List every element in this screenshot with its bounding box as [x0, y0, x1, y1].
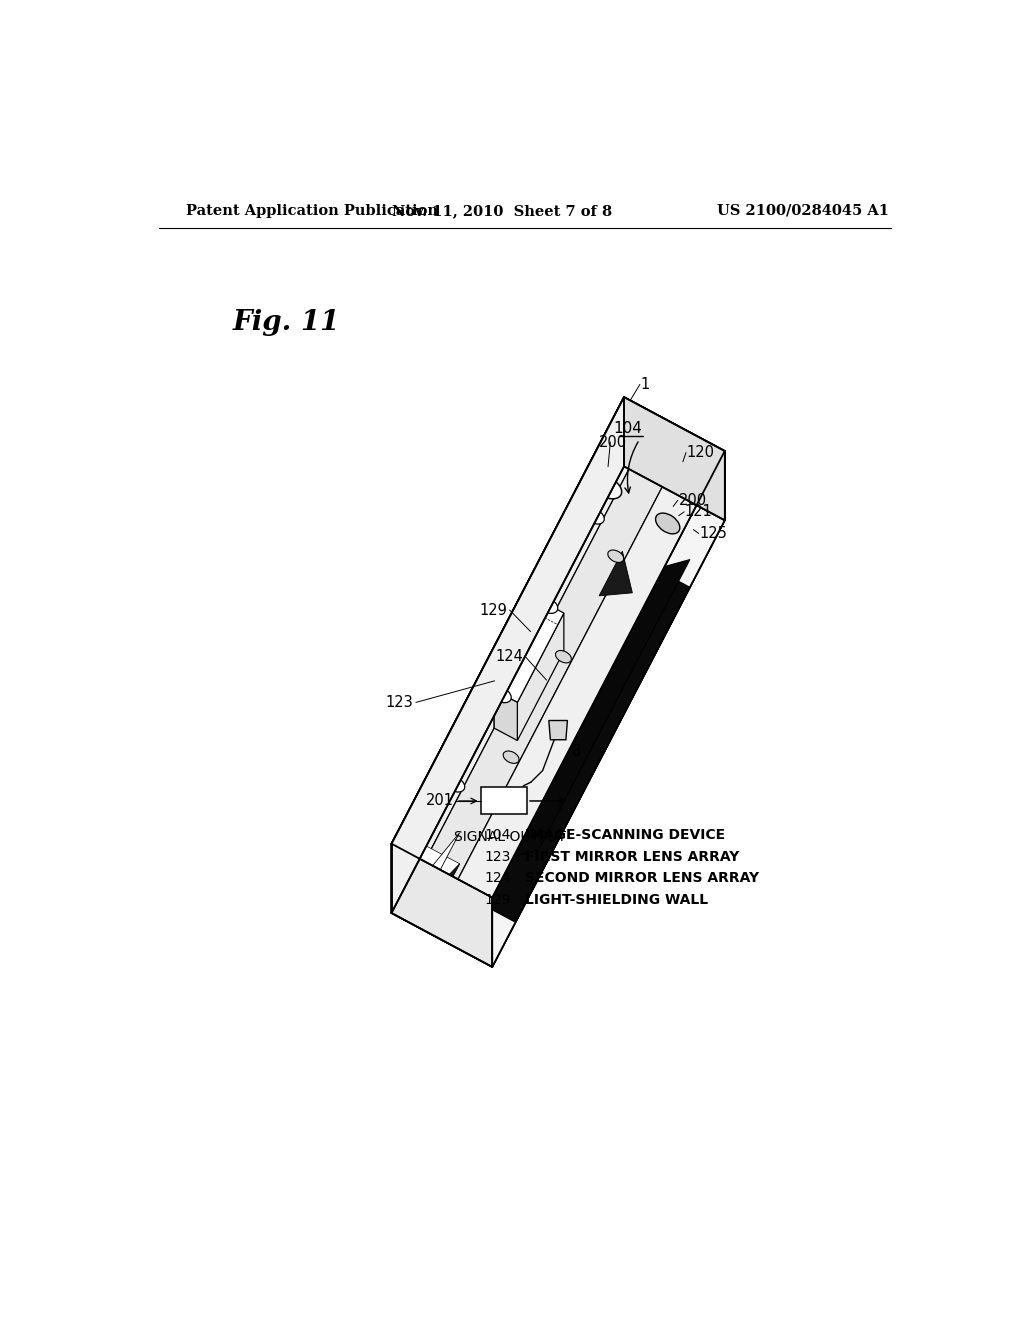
Polygon shape — [425, 618, 621, 949]
Polygon shape — [425, 833, 460, 900]
Text: 121: 121 — [685, 504, 713, 519]
Text: Patent Application Publication: Patent Application Publication — [186, 203, 438, 218]
Ellipse shape — [503, 751, 519, 763]
Text: US 2100/0284045 A1: US 2100/0284045 A1 — [717, 203, 889, 218]
Text: 124: 124 — [484, 871, 511, 886]
Polygon shape — [391, 832, 420, 886]
Ellipse shape — [584, 508, 604, 524]
Text: LIGHT-SHIELDING WALL: LIGHT-SHIELDING WALL — [524, 892, 708, 907]
Text: Nov. 11, 2010  Sheet 7 of 8: Nov. 11, 2010 Sheet 7 of 8 — [391, 203, 611, 218]
Polygon shape — [480, 788, 527, 814]
Text: 200: 200 — [599, 434, 627, 450]
Polygon shape — [517, 612, 564, 741]
Ellipse shape — [555, 651, 571, 663]
Polygon shape — [458, 454, 690, 949]
Polygon shape — [425, 436, 657, 931]
Ellipse shape — [655, 513, 680, 533]
Polygon shape — [425, 863, 460, 931]
Text: SECOND MIRROR LENS ARRAY: SECOND MIRROR LENS ARRAY — [524, 871, 759, 886]
Ellipse shape — [444, 776, 465, 792]
Ellipse shape — [538, 598, 558, 614]
Polygon shape — [391, 397, 624, 913]
Polygon shape — [391, 466, 725, 966]
Text: IMAGE-SCANNING DEVICE: IMAGE-SCANNING DEVICE — [524, 829, 725, 842]
Text: 201: 201 — [426, 793, 454, 808]
Ellipse shape — [593, 477, 622, 499]
Polygon shape — [391, 466, 725, 966]
Text: 200: 200 — [679, 492, 707, 508]
Polygon shape — [624, 397, 725, 520]
Polygon shape — [391, 397, 725, 898]
Polygon shape — [458, 433, 725, 898]
Ellipse shape — [608, 550, 624, 562]
Polygon shape — [495, 690, 517, 741]
Polygon shape — [493, 451, 725, 966]
Polygon shape — [391, 843, 493, 966]
Polygon shape — [495, 601, 564, 702]
Text: SIGNAL OUTPUT: SIGNAL OUTPUT — [454, 830, 565, 843]
Ellipse shape — [490, 686, 511, 702]
Text: 129: 129 — [479, 602, 507, 618]
Text: 104: 104 — [484, 829, 511, 842]
Polygon shape — [481, 569, 690, 923]
Polygon shape — [495, 601, 541, 729]
Polygon shape — [391, 846, 460, 924]
Polygon shape — [425, 414, 690, 879]
Polygon shape — [599, 552, 633, 595]
Text: 8: 8 — [572, 743, 582, 759]
Text: 123: 123 — [386, 694, 414, 710]
Text: 123: 123 — [484, 850, 511, 863]
Text: FIRST MIRROR LENS ARRAY: FIRST MIRROR LENS ARRAY — [524, 850, 739, 863]
Polygon shape — [426, 577, 588, 846]
Polygon shape — [549, 721, 567, 739]
Polygon shape — [460, 557, 644, 863]
Text: 125: 125 — [699, 525, 727, 541]
Polygon shape — [391, 397, 657, 862]
Polygon shape — [391, 777, 495, 929]
Text: 129: 129 — [484, 892, 511, 907]
Text: 120: 120 — [687, 445, 715, 461]
Text: Fig. 11: Fig. 11 — [232, 309, 340, 335]
Polygon shape — [624, 397, 725, 520]
Text: 1: 1 — [641, 378, 650, 392]
Polygon shape — [391, 859, 420, 913]
Polygon shape — [391, 397, 624, 913]
Text: 124: 124 — [496, 649, 523, 664]
Polygon shape — [505, 560, 690, 859]
Polygon shape — [391, 668, 553, 931]
Polygon shape — [391, 843, 493, 966]
Polygon shape — [391, 636, 553, 906]
Text: 104: 104 — [613, 421, 642, 436]
